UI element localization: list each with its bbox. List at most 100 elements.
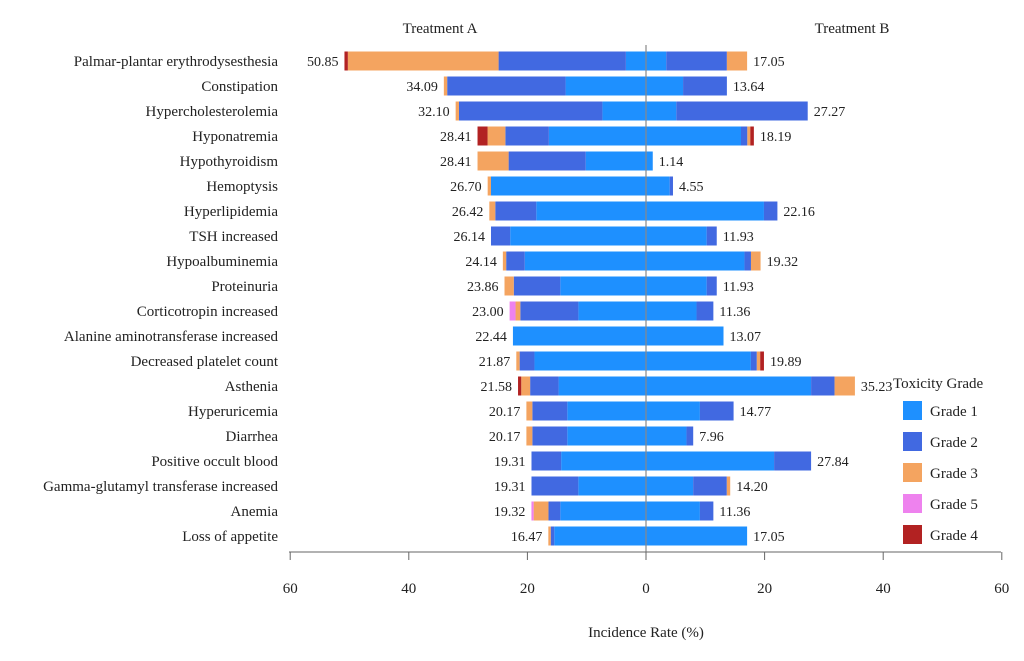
legend-swatch-g4 [903, 525, 922, 544]
bar-segment-treatment-a-g3 [521, 376, 531, 396]
x-tick-label: 0 [642, 581, 650, 597]
data-label-treatment-a: 26.70 [450, 180, 482, 195]
data-label-treatment-a: 19.32 [494, 505, 526, 520]
bar-segment-treatment-b-g2 [693, 476, 727, 496]
bar-segment-treatment-a-g1 [534, 351, 646, 371]
data-label-treatment-a: 21.58 [481, 380, 513, 395]
bar-segment-treatment-a-g2 [548, 501, 561, 521]
bar-segment-treatment-b-g3 [834, 376, 855, 396]
data-label-treatment-b: 14.77 [740, 405, 772, 420]
legend-swatch-g2 [903, 432, 922, 451]
bar-segment-treatment-a-g3 [347, 51, 499, 71]
legend-swatch-g3 [903, 463, 922, 482]
bar-segment-treatment-b-g3 [756, 351, 761, 371]
category-label: Asthenia [225, 379, 279, 395]
data-label-treatment-b: 27.84 [817, 455, 849, 470]
bar-segment-treatment-a-g2 [513, 276, 561, 296]
bar-segment-treatment-b-g1 [646, 101, 677, 121]
bar-segment-treatment-b-g1 [646, 126, 741, 146]
bar-segment-treatment-b-g1 [646, 251, 745, 271]
bar-segment-treatment-a-g2 [495, 201, 537, 221]
data-label-treatment-a: 28.41 [440, 155, 472, 170]
bar-segment-treatment-a-g1 [524, 251, 646, 271]
category-label: Hyponatremia [192, 129, 278, 145]
bar-segment-treatment-b-g1 [646, 226, 707, 246]
bar-segment-treatment-a-g1 [490, 176, 646, 196]
bar-segment-treatment-a-g3 [455, 101, 459, 121]
bar-segment-treatment-b-g4 [750, 126, 754, 146]
data-label-treatment-b: 27.27 [814, 105, 846, 120]
category-label: Anemia [231, 504, 279, 520]
data-label-treatment-a: 23.86 [467, 280, 499, 295]
bar-segment-treatment-b-g1 [646, 526, 748, 546]
data-label-treatment-b: 35.23 [861, 380, 893, 395]
bar-segment-treatment-a-g2 [550, 526, 555, 546]
bar-segment-treatment-a-g3 [477, 151, 509, 171]
bar-segment-treatment-a-g2 [458, 101, 603, 121]
legend: Toxicity Grade Grade 1 Grade 2 Grade 3 Grad… [893, 376, 984, 544]
bar-segment-treatment-b-g1 [646, 76, 684, 96]
data-label-treatment-b: 22.16 [783, 205, 815, 220]
bar-segment-treatment-b-g1 [646, 501, 700, 521]
bar-segment-treatment-a-g4 [344, 51, 348, 71]
bar-segment-treatment-a-g2 [519, 351, 535, 371]
data-label-treatment-a: 23.00 [472, 305, 504, 320]
bar-segment-treatment-a-g2 [508, 151, 586, 171]
bar-segment-treatment-a-g5 [531, 501, 534, 521]
bar-segment-treatment-b-g2 [706, 276, 717, 296]
x-axis-label: Incidence Rate (%) [588, 625, 704, 641]
bar-segment-treatment-a-g1 [578, 301, 646, 321]
data-label-treatment-a: 24.14 [465, 255, 497, 270]
bar-segment-treatment-b-g2 [744, 251, 751, 271]
data-label-treatment-a: 19.31 [494, 455, 526, 470]
bar-segment-treatment-a-g3 [489, 201, 496, 221]
panel-title-left: Treatment A [403, 21, 478, 37]
category-label: Loss of appetite [182, 529, 278, 545]
bar-segment-treatment-b-g1 [646, 51, 667, 71]
data-label-treatment-a: 22.44 [475, 330, 507, 345]
data-label-treatment-a: 34.09 [406, 80, 438, 95]
bar-segment-treatment-a-g4 [477, 126, 488, 146]
bar-segment-treatment-b-g1 [646, 476, 694, 496]
bar-segment-treatment-a-g2 [505, 126, 549, 146]
bar-segment-treatment-b-g1 [646, 451, 775, 471]
bar-segment-treatment-a-g1 [567, 401, 646, 421]
data-label-treatment-b: 19.89 [770, 355, 802, 370]
bar-segment-treatment-a-g3 [487, 126, 506, 146]
category-label: Corticotropin increased [137, 304, 279, 320]
bar-segment-treatment-b-g1 [646, 201, 764, 221]
bar-segment-treatment-b-g3 [747, 126, 751, 146]
data-label-treatment-a: 32.10 [418, 105, 450, 120]
data-label-treatment-b: 14.20 [736, 480, 768, 495]
bar-segment-treatment-a-g1 [585, 151, 646, 171]
legend-label-g3: Grade 3 [930, 466, 978, 482]
bar-segment-treatment-b-g1 [646, 276, 707, 296]
data-label-treatment-a: 28.41 [440, 130, 472, 145]
bar-segment-treatment-a-g3 [487, 176, 491, 196]
bar-segment-treatment-a-g3 [504, 276, 514, 296]
bar-segment-treatment-b-g2 [763, 201, 778, 221]
bar-segment-treatment-a-g2 [532, 401, 568, 421]
legend-label-g2: Grade 2 [930, 435, 978, 451]
data-label-treatment-a: 19.31 [494, 480, 526, 495]
bar-segment-treatment-b-g2 [669, 176, 673, 196]
data-label-treatment-b: 11.93 [723, 230, 754, 245]
category-label: Positive occult blood [151, 454, 278, 470]
bar-segment-treatment-a-g1 [578, 476, 646, 496]
x-tick-label: 40 [876, 581, 891, 597]
category-label: Decreased platelet count [131, 354, 279, 370]
bar-segment-treatment-a-g1 [625, 51, 646, 71]
bar-segment-treatment-a-g3 [526, 426, 533, 446]
bar-segment-treatment-a-g2 [490, 226, 511, 246]
category-label: Hyperuricemia [188, 404, 278, 420]
legend-swatch-g5 [903, 494, 922, 513]
bar-segment-treatment-b-g2 [774, 451, 812, 471]
data-label-treatment-b: 11.93 [723, 280, 754, 295]
x-tick-label: 20 [757, 581, 772, 597]
bar-segment-treatment-a-g2 [532, 426, 568, 446]
bar-segment-treatment-a-g1 [565, 76, 646, 96]
bar-segment-treatment-a-g1 [558, 376, 646, 396]
data-label-treatment-a: 16.47 [511, 530, 543, 545]
legend-title: Toxicity Grade [893, 376, 984, 392]
